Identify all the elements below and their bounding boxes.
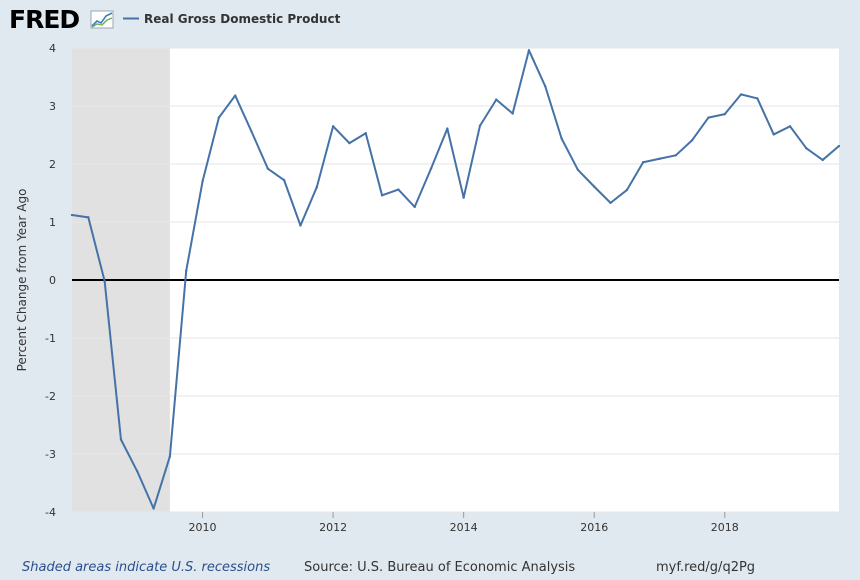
data-point[interactable] [217, 116, 221, 119]
fred-logo-text: FRED [9, 5, 79, 34]
data-point[interactable] [250, 130, 253, 133]
data-point[interactable] [168, 455, 172, 458]
x-tick-labels: 2010 2012 2014 2016 2018 [189, 512, 739, 534]
data-point[interactable] [625, 188, 629, 192]
recession-note: Shaded areas indicate U.S. recessions [22, 560, 271, 575]
y-tick-label: -3 [45, 448, 56, 461]
data-point[interactable] [103, 279, 106, 283]
data-point[interactable] [641, 161, 645, 164]
y-tick-labels: -4 -3 -2 -1 0 1 2 3 4 [45, 42, 56, 519]
data-point[interactable] [788, 125, 792, 128]
data-point[interactable] [233, 94, 237, 97]
data-point[interactable] [478, 124, 482, 127]
data-point[interactable] [772, 133, 775, 136]
data-point[interactable] [446, 127, 449, 130]
y-tick-label: -4 [45, 506, 56, 519]
y-tick-label: -1 [45, 332, 56, 345]
data-point[interactable] [380, 194, 384, 197]
data-point[interactable] [805, 147, 808, 150]
data-point[interactable] [756, 97, 759, 100]
y-tick-label: 2 [49, 158, 56, 171]
data-point[interactable] [348, 141, 351, 145]
short-link[interactable]: myf.red/g/q2Pg [656, 560, 756, 575]
legend: Real Gross Domestic Product [123, 12, 341, 26]
x-tick-label: 2010 [189, 521, 217, 534]
data-point[interactable] [397, 188, 400, 191]
series-layer[interactable] [70, 49, 841, 510]
data-point[interactable] [364, 132, 367, 135]
data-point[interactable] [282, 179, 286, 182]
x-tick-label: 2014 [450, 521, 478, 534]
data-point[interactable] [462, 196, 465, 199]
data-point[interactable] [413, 205, 416, 209]
data-point[interactable] [511, 112, 514, 115]
data-point[interactable] [821, 158, 824, 162]
data-point[interactable] [119, 438, 123, 441]
legend-label: Real Gross Domestic Product [144, 12, 341, 26]
data-point[interactable] [576, 168, 580, 171]
y-tick-label: 3 [49, 100, 56, 113]
data-point[interactable] [739, 93, 743, 96]
data-point[interactable] [609, 201, 612, 205]
data-point[interactable] [837, 144, 841, 148]
data-point[interactable] [723, 112, 726, 116]
data-point[interactable] [674, 154, 678, 157]
y-tick-label: 1 [49, 216, 56, 229]
fred-logo[interactable]: FRED [9, 5, 114, 34]
x-tick-label: 2012 [319, 521, 347, 534]
data-point[interactable] [87, 216, 90, 219]
y-tick-label: 0 [49, 274, 56, 287]
x-tick-label: 2018 [711, 521, 739, 534]
data-point[interactable] [593, 185, 596, 188]
source-note: Source: U.S. Bureau of Economic Analysis [304, 560, 576, 575]
x-tick-label: 2016 [580, 521, 608, 534]
data-point[interactable] [185, 269, 188, 272]
grid-layer [72, 47, 839, 513]
data-point[interactable] [527, 49, 531, 52]
y-axis-label: Percent Change from Year Ago [15, 189, 29, 372]
series-line[interactable] [71, 49, 840, 510]
data-point[interactable] [429, 167, 433, 170]
data-point[interactable] [315, 186, 318, 189]
data-point[interactable] [658, 157, 661, 160]
y-tick-label: 4 [49, 42, 56, 55]
data-point[interactable] [152, 507, 155, 510]
data-point[interactable] [136, 470, 139, 473]
data-point[interactable] [495, 98, 498, 101]
data-point[interactable] [560, 137, 563, 140]
y-tick-label: -2 [45, 390, 56, 403]
data-point[interactable] [266, 167, 270, 170]
chart-line-icon [90, 10, 114, 29]
data-point[interactable] [707, 116, 710, 119]
data-point[interactable] [544, 85, 547, 88]
data-point[interactable] [299, 224, 302, 227]
data-point[interactable] [70, 213, 74, 217]
data-point[interactable] [201, 180, 204, 183]
data-point[interactable] [331, 125, 335, 128]
data-point[interactable] [690, 139, 694, 142]
